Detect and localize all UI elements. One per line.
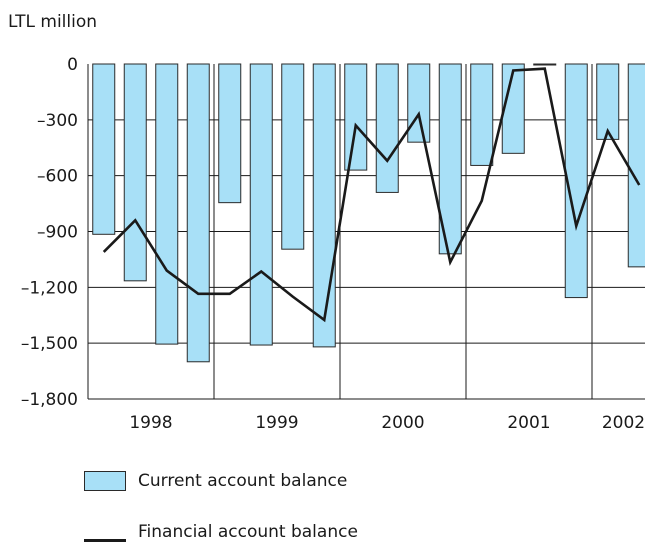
y-tick-label: –900	[37, 223, 78, 243]
x-tick-label: 2000	[381, 413, 424, 433]
line-layer	[102, 67, 641, 323]
y-tick-label: –1,500	[21, 334, 78, 354]
axes-layer: 0 –300 –600 –900 –1,200 –1,500 –1,800 1998 1999 2…	[21, 55, 645, 433]
bar	[312, 63, 336, 348]
bars-layer	[92, 63, 645, 363]
bar	[564, 63, 588, 299]
legend-label-current-account: Current account balance	[138, 471, 348, 491]
x-tick-label: 1999	[255, 413, 298, 433]
bar	[344, 63, 368, 171]
legend-label-financial-account: Financial account balance	[138, 521, 358, 542]
x-tick-label: 1998	[129, 413, 172, 433]
y-axis-unit-label: LTL million	[8, 12, 98, 32]
bar	[218, 63, 242, 204]
y-tick-label: –1,200	[21, 278, 78, 298]
y-tick-label: –1,800	[21, 390, 78, 410]
bar	[438, 63, 462, 255]
bar	[281, 63, 305, 250]
bar	[123, 63, 147, 282]
legend-swatch-line	[84, 539, 126, 542]
legend-item-current-account: Current account balance	[84, 471, 347, 491]
y-tick-label: –300	[37, 111, 78, 131]
x-tick-label: 2002	[602, 413, 645, 433]
bar	[501, 63, 525, 154]
legend-item-financial-account: Financial account balance	[84, 522, 358, 542]
bar	[533, 63, 557, 66]
bar	[470, 63, 494, 166]
y-tick-label: –600	[37, 167, 78, 187]
bar	[155, 63, 179, 345]
bar	[92, 63, 116, 235]
bar	[375, 63, 399, 193]
bar	[627, 63, 645, 268]
financial-account-line	[102, 67, 641, 323]
bar	[186, 63, 210, 363]
y-tick-label: 0	[67, 55, 78, 75]
x-tick-label: 2001	[507, 413, 550, 433]
bar	[407, 63, 431, 143]
legend-swatch-bar	[84, 471, 126, 491]
bar	[596, 63, 620, 140]
bar	[249, 63, 273, 346]
